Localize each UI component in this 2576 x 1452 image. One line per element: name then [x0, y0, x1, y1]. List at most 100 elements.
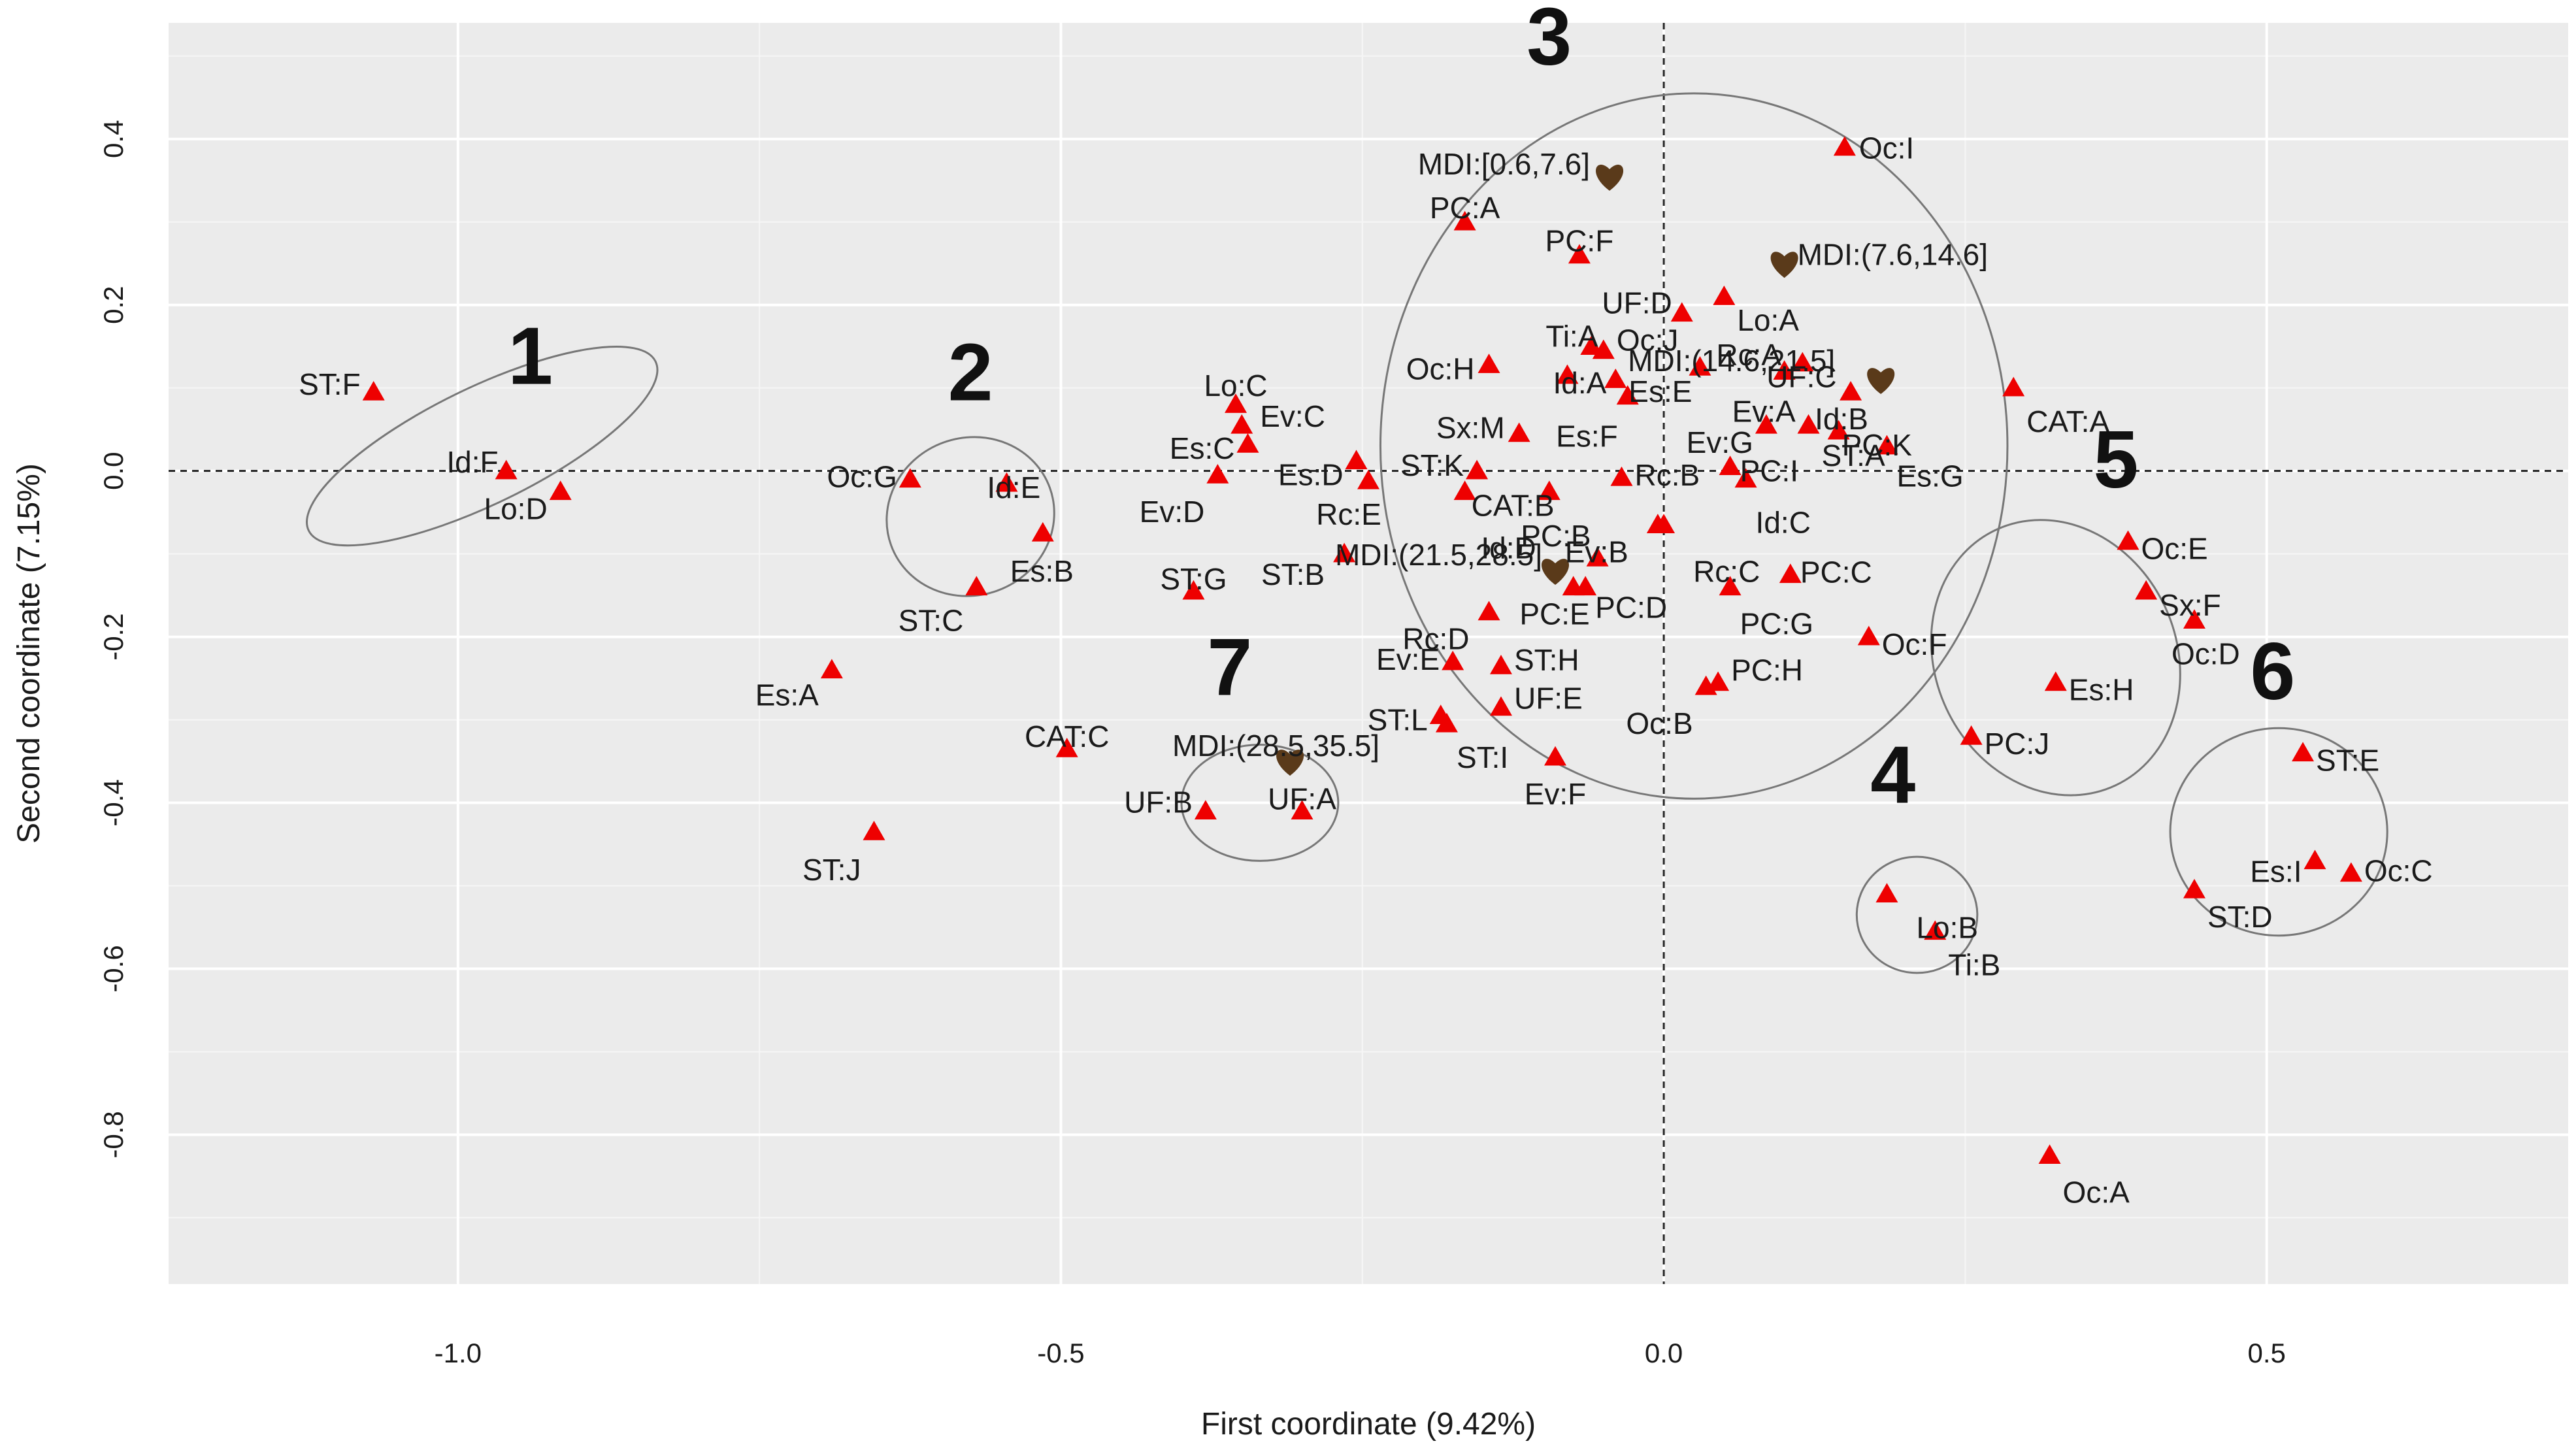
point-marker: [1236, 433, 1259, 453]
point-label: ST:I: [1457, 740, 1508, 774]
y-tick-label: -0.6: [98, 945, 129, 992]
point-marker: [1345, 450, 1368, 470]
point-label: ST:H: [1514, 643, 1579, 677]
point-label: CAT:B: [1472, 489, 1555, 523]
cluster-ellipse: [1930, 519, 2181, 797]
point-label: PC:E: [1519, 597, 1589, 631]
point-marker: [1357, 469, 1379, 489]
point-marker: [1442, 650, 1464, 670]
point-marker: [1031, 521, 1054, 542]
point-label: Id:D: [1481, 531, 1536, 565]
point-label: Ev:F: [1525, 777, 1587, 811]
supplementary-marker: [1541, 559, 1570, 586]
supplementary-label: MDI:(28.5,35.5]: [1172, 729, 1379, 763]
point-label: ST:B: [1261, 557, 1325, 591]
point-label: Rc:D: [1402, 622, 1469, 656]
supplementary-label: MDI:(21.5,28.5]: [1335, 538, 1542, 572]
point-label: CAT:A: [2026, 404, 2109, 438]
point-marker: [1857, 625, 1880, 646]
point-label: Id:F: [446, 445, 498, 479]
point-label: PC:F: [1545, 224, 1614, 258]
cluster-number: 7: [1207, 622, 1252, 712]
point-label: UF:D: [1602, 286, 1672, 320]
point-marker: [1755, 414, 1777, 434]
point-label: Oc:G: [827, 460, 897, 494]
point-marker: [1291, 800, 1313, 819]
point-marker: [1610, 466, 1633, 486]
point-label: PC:D: [1595, 591, 1667, 625]
point-marker: [1586, 546, 1609, 567]
point-marker: [820, 659, 843, 679]
point-label: Oc:D: [2171, 636, 2240, 670]
point-marker: [1840, 381, 1862, 401]
point-label: PC:G: [1740, 607, 1813, 641]
point-marker: [1556, 364, 1579, 384]
point-marker: [1230, 414, 1253, 434]
cluster-number: 3: [1527, 0, 1572, 82]
y-tick-label: 0.0: [98, 452, 129, 489]
point-label: Lo:D: [484, 492, 548, 526]
point-label: Sx:F: [2159, 588, 2221, 622]
point-label: Oc:E: [2141, 532, 2207, 566]
point-label: Es:B: [1010, 554, 1074, 588]
cluster-number: 5: [2094, 415, 2139, 505]
point-label: Ev:D: [1140, 495, 1205, 529]
point-label: Lo:B: [1916, 910, 1978, 944]
point-marker: [362, 381, 385, 401]
point-label: UF:C: [1766, 360, 1836, 394]
point-marker: [2183, 878, 2205, 899]
point-label: PC:B: [1521, 519, 1591, 553]
point-marker: [2304, 850, 2326, 870]
point-label: Rc:E: [1316, 497, 1381, 531]
point-label: Ev:C: [1260, 399, 1325, 433]
point-marker: [1435, 712, 1458, 733]
point-marker: [1924, 920, 1947, 940]
cluster-number: 2: [948, 328, 993, 418]
point-marker: [1713, 286, 1736, 305]
point-label: Ev:E: [1376, 642, 1440, 676]
point-marker: [965, 576, 988, 596]
point-label: PC:H: [1731, 653, 1803, 687]
point-marker: [1453, 210, 1476, 231]
point-label: Oc:H: [1406, 352, 1475, 386]
supplementary-marker: [1770, 252, 1798, 278]
cluster-number: 4: [1870, 731, 1915, 821]
point-label: Es:F: [1556, 420, 1618, 454]
point-label: Ev:G: [1687, 425, 1753, 459]
point-marker: [1489, 696, 1512, 716]
point-label: ST:C: [899, 604, 964, 638]
point-marker: [1719, 576, 1742, 596]
point-marker: [1827, 420, 1850, 440]
point-marker: [495, 459, 518, 480]
x-tick-label: -0.5: [1037, 1338, 1084, 1368]
x-tick-label: -1.0: [435, 1338, 482, 1368]
point-label: Es:G: [1896, 459, 1963, 493]
point-label: Lo:C: [1204, 369, 1267, 403]
point-marker: [2339, 862, 2362, 882]
point-marker: [1689, 355, 1711, 376]
point-label: Es:C: [1170, 431, 1235, 465]
point-marker: [1670, 302, 1693, 322]
point-label: PC:J: [1985, 727, 2050, 761]
point-marker: [1694, 675, 1717, 695]
point-marker: [1544, 746, 1567, 766]
point-marker: [549, 480, 572, 501]
point-label: PC:C: [1800, 555, 1872, 589]
point-label: Ev:A: [1732, 394, 1796, 428]
point-label: Sx:M: [1436, 411, 1505, 445]
point-label: Oc:A: [2063, 1175, 2130, 1209]
point-label: PC:I: [1740, 454, 1798, 487]
point-marker: [1562, 576, 1585, 596]
point-label: Rc:C: [1693, 554, 1760, 588]
plot-panel: [169, 23, 2568, 1284]
point-marker: [1466, 459, 1489, 480]
point-label: ST:J: [802, 853, 861, 887]
y-tick-label: -0.2: [98, 613, 129, 660]
cluster-ellipse: [1379, 92, 2009, 800]
point-marker: [1719, 455, 1742, 476]
point-marker: [1453, 480, 1476, 501]
point-marker: [2117, 530, 2139, 550]
point-label: Ti:A: [1545, 319, 1598, 353]
point-marker: [1333, 542, 1356, 563]
y-tick-label: -0.4: [98, 779, 129, 826]
